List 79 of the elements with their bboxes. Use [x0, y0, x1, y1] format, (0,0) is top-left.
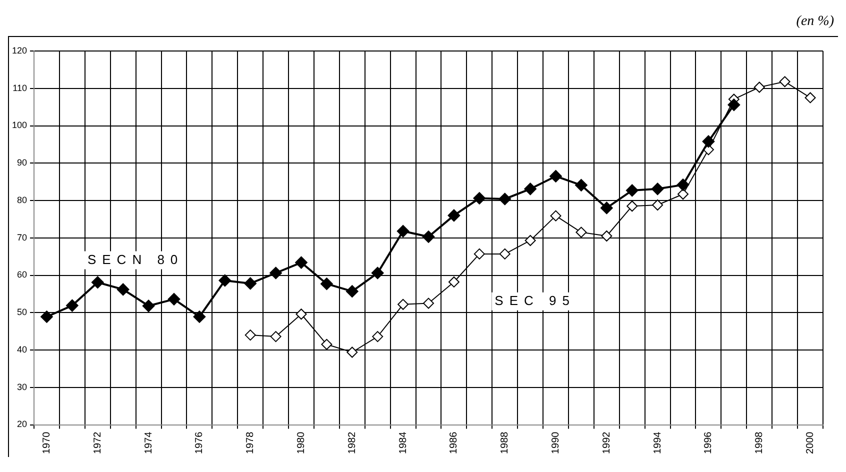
y-tick-label: 40: [17, 344, 28, 354]
y-tick-label: 100: [12, 120, 28, 130]
y-tick-label: 90: [17, 158, 28, 168]
y-tick-label: 50: [17, 307, 28, 318]
point: [524, 234, 536, 246]
x-tick-label: 1992: [601, 431, 612, 454]
x-tick-label: 1976: [194, 431, 206, 454]
point: [346, 285, 358, 298]
x-tick-label: 1994: [652, 431, 664, 454]
y-tick-label: 70: [17, 232, 28, 242]
y-tick-label: 20: [17, 419, 28, 430]
x-tick-label: 1986: [448, 431, 460, 454]
series-label: SECN 80: [87, 252, 184, 267]
y-tick-label: 120: [12, 45, 28, 56]
point: [117, 283, 130, 296]
y-tick-label: 30: [17, 382, 28, 392]
y-tick-label: 60: [17, 270, 28, 280]
point: [40, 310, 53, 323]
point: [168, 293, 180, 306]
x-tick-label: 1988: [500, 431, 511, 454]
point: [779, 76, 790, 88]
x-tick-label: 1998: [754, 431, 766, 454]
point: [296, 308, 307, 320]
point: [652, 199, 664, 210]
x-tick-label: 1970: [41, 431, 52, 454]
point: [397, 225, 410, 238]
point: [550, 170, 562, 182]
point: [499, 248, 510, 260]
point: [575, 179, 588, 192]
point: [600, 202, 613, 214]
point: [193, 310, 206, 323]
point: [473, 192, 486, 204]
x-tick-label: 1972: [92, 431, 104, 454]
point: [422, 230, 435, 243]
y-tick-label: 110: [12, 82, 28, 93]
point: [244, 277, 256, 290]
point: [372, 331, 384, 342]
text: (en %): [796, 14, 834, 29]
point: [678, 188, 689, 200]
point: [218, 274, 231, 286]
x-tick-label: 1990: [550, 431, 562, 454]
point: [270, 331, 282, 342]
point: [244, 330, 256, 341]
x-tick-label: 1996: [703, 431, 714, 454]
point: [92, 276, 104, 288]
point: [626, 200, 638, 212]
x-tick-label: 1974: [143, 431, 154, 454]
point: [270, 267, 282, 280]
point: [346, 346, 358, 358]
text: SEC 95: [494, 292, 576, 308]
point: [804, 92, 816, 104]
point: [626, 184, 638, 196]
point: [295, 256, 308, 269]
point: [448, 209, 460, 222]
point: [142, 300, 155, 312]
y-tick-label: 80: [17, 194, 28, 205]
x-tick-label: 2000: [805, 431, 816, 454]
point: [677, 178, 690, 191]
point: [66, 300, 78, 312]
point: [423, 298, 434, 309]
x-tick-label: 1978: [245, 431, 256, 454]
point: [550, 210, 562, 222]
point: [320, 278, 333, 290]
point: [474, 248, 485, 260]
point: [728, 98, 740, 111]
point: [652, 182, 664, 195]
x-tick-label: 1984: [398, 431, 409, 454]
point: [524, 182, 536, 195]
point: [576, 226, 587, 238]
point: [321, 338, 332, 350]
point: [448, 276, 460, 288]
point: [498, 193, 511, 206]
point: [702, 135, 714, 148]
point: [601, 230, 612, 242]
x-tick-label: 1982: [346, 431, 358, 454]
point: [754, 82, 765, 93]
x-tick-label: 1980: [296, 431, 308, 454]
point: [398, 298, 409, 310]
point: [372, 267, 384, 280]
